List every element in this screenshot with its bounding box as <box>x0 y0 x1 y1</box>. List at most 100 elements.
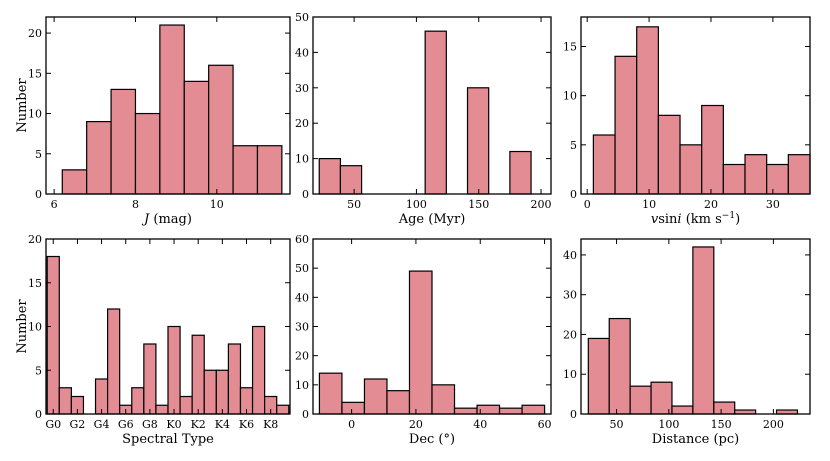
ticks-layer: 50 100 150 200 0 10 20 30 40 50 <box>295 11 552 211</box>
x-tick-label: 20 <box>704 198 718 211</box>
y-axis-label: Number <box>15 78 30 133</box>
y-tick-label: 15 <box>28 277 42 290</box>
histogram-bar <box>636 26 659 195</box>
histogram-bar <box>766 163 789 195</box>
histogram-bar <box>614 55 638 195</box>
x-tick-label: 30 <box>766 198 780 211</box>
histogram-bar <box>466 87 490 195</box>
histogram-bar <box>159 24 185 195</box>
x-tick-label: 40 <box>473 418 487 431</box>
x-axis-label-part: J <box>141 212 150 227</box>
histogram-bar <box>679 144 703 195</box>
y-tick-label: 40 <box>563 249 577 262</box>
y-axis-label: Number <box>15 299 30 354</box>
x-axis-label: Dec (°) <box>409 432 455 447</box>
histogram-bar <box>509 150 532 195</box>
x-tick-label: G0 <box>45 418 61 431</box>
x-tick-label: 50 <box>610 418 624 431</box>
histogram-bar <box>722 163 746 195</box>
histogram-bar <box>107 308 121 415</box>
bars-layer <box>318 30 532 195</box>
bars-layer <box>46 255 290 415</box>
histogram-bar <box>386 390 411 415</box>
y-tick-label: 0 <box>302 408 309 421</box>
x-tick-label: 0 <box>348 418 355 431</box>
histogram-bar <box>498 407 523 415</box>
x-tick-label: 8 <box>132 198 139 211</box>
x-axis-label-part: sin <box>658 212 678 227</box>
y-tick-label: 20 <box>295 350 309 363</box>
x-tick-label: 6 <box>51 198 58 211</box>
plot-frame <box>580 16 811 195</box>
histogram-bar <box>208 64 234 195</box>
histogram-bar <box>341 401 366 415</box>
y-tick-label: 20 <box>563 328 577 341</box>
y-tick-label: 10 <box>28 321 42 334</box>
histogram-bar <box>131 387 145 415</box>
panel-dec: 0 20 40 60 0 10 20 30 40 50 60 Dec (°) <box>295 233 552 447</box>
x-tick-label: 100 <box>406 198 427 211</box>
ticks-layer: 0 10 20 30 0 5 10 15 <box>563 17 810 211</box>
histogram-bar <box>657 114 681 195</box>
x-tick-label: 200 <box>531 198 552 211</box>
histogram-bar <box>787 154 811 195</box>
histogram-bar <box>701 104 724 195</box>
y-tick-label: 0 <box>570 188 577 201</box>
histogram-bar <box>110 88 137 195</box>
panel-distance: 50 100 150 200 0 10 20 30 40 Distance (pc) <box>563 238 811 447</box>
histogram-bar <box>167 325 181 415</box>
y-tick-label: 30 <box>295 82 309 95</box>
panel-vsini: 0 10 20 30 0 5 10 15 vsini (km s−1) <box>563 16 811 227</box>
histogram-bar <box>227 343 242 415</box>
ticks-layer: 6 8 10 0 5 10 15 20 <box>28 17 290 211</box>
y-tick-label: 10 <box>28 108 42 121</box>
histogram-bar <box>191 334 205 415</box>
histogram-bar <box>592 134 616 195</box>
y-tick-label: 10 <box>563 368 577 381</box>
x-tick-label: G8 <box>142 418 158 431</box>
x-axis-label-part: Age (Myr) <box>398 212 466 227</box>
y-tick-label: 10 <box>563 90 577 103</box>
y-tick-label: 40 <box>295 46 309 59</box>
histogram-bar <box>179 395 193 415</box>
x-tick-label: K2 <box>191 418 206 431</box>
y-tick-label: 30 <box>295 321 309 334</box>
x-axis-label-part: Distance (pc) <box>652 432 739 447</box>
ticks-layer: 0 20 40 60 0 10 20 30 40 50 60 <box>295 233 552 431</box>
x-tick-label: K6 <box>239 418 254 431</box>
ticks-layer: G0 G2 G4 G6 G8 K0 K2 K4 K6 K8 0 5 10 15 20 <box>28 233 290 431</box>
x-tick-label: 10 <box>210 198 224 211</box>
x-tick-label: K0 <box>166 418 181 431</box>
histogram-bar <box>94 378 109 415</box>
histogram-bar <box>521 404 546 415</box>
y-tick-label: 5 <box>35 148 42 161</box>
bars-layer <box>587 246 799 415</box>
x-tick-label: 100 <box>658 418 679 431</box>
histogram-bar <box>276 404 290 415</box>
bars-layer <box>592 26 811 195</box>
histogram-bar <box>155 404 169 415</box>
y-tick-label: 20 <box>28 27 42 40</box>
y-tick-label: 40 <box>295 291 309 304</box>
y-tick-label: 15 <box>28 67 42 80</box>
histogram-bar <box>215 369 229 415</box>
x-axis-label-part: i <box>677 212 681 227</box>
x-axis-label: vsini (km s−1) <box>651 211 740 227</box>
panel-j-mag: 6 8 10 0 5 10 15 20 J (mag) Number <box>15 16 291 227</box>
x-tick-label: G6 <box>118 418 134 431</box>
x-tick-label: 150 <box>468 198 489 211</box>
histogram-bar <box>363 378 388 415</box>
x-axis-label-part: (mag) <box>149 212 192 227</box>
x-tick-label: 20 <box>409 418 423 431</box>
y-tick-label: 10 <box>295 153 309 166</box>
x-axis-label: J (mag) <box>141 212 192 227</box>
panel-spectral-type: G0 G2 G4 G6 G8 K0 K2 K4 K6 K8 0 5 10 15 20 Spectral Ty… <box>15 233 291 447</box>
histogram-bar <box>608 317 631 415</box>
x-tick-label: G2 <box>70 418 86 431</box>
x-tick-label: 50 <box>347 198 361 211</box>
y-tick-label: 50 <box>295 262 309 275</box>
histogram-bar <box>318 372 343 415</box>
x-axis-label: Distance (pc) <box>652 432 739 447</box>
histogram-bar <box>134 112 161 195</box>
histogram-bar <box>744 154 768 195</box>
